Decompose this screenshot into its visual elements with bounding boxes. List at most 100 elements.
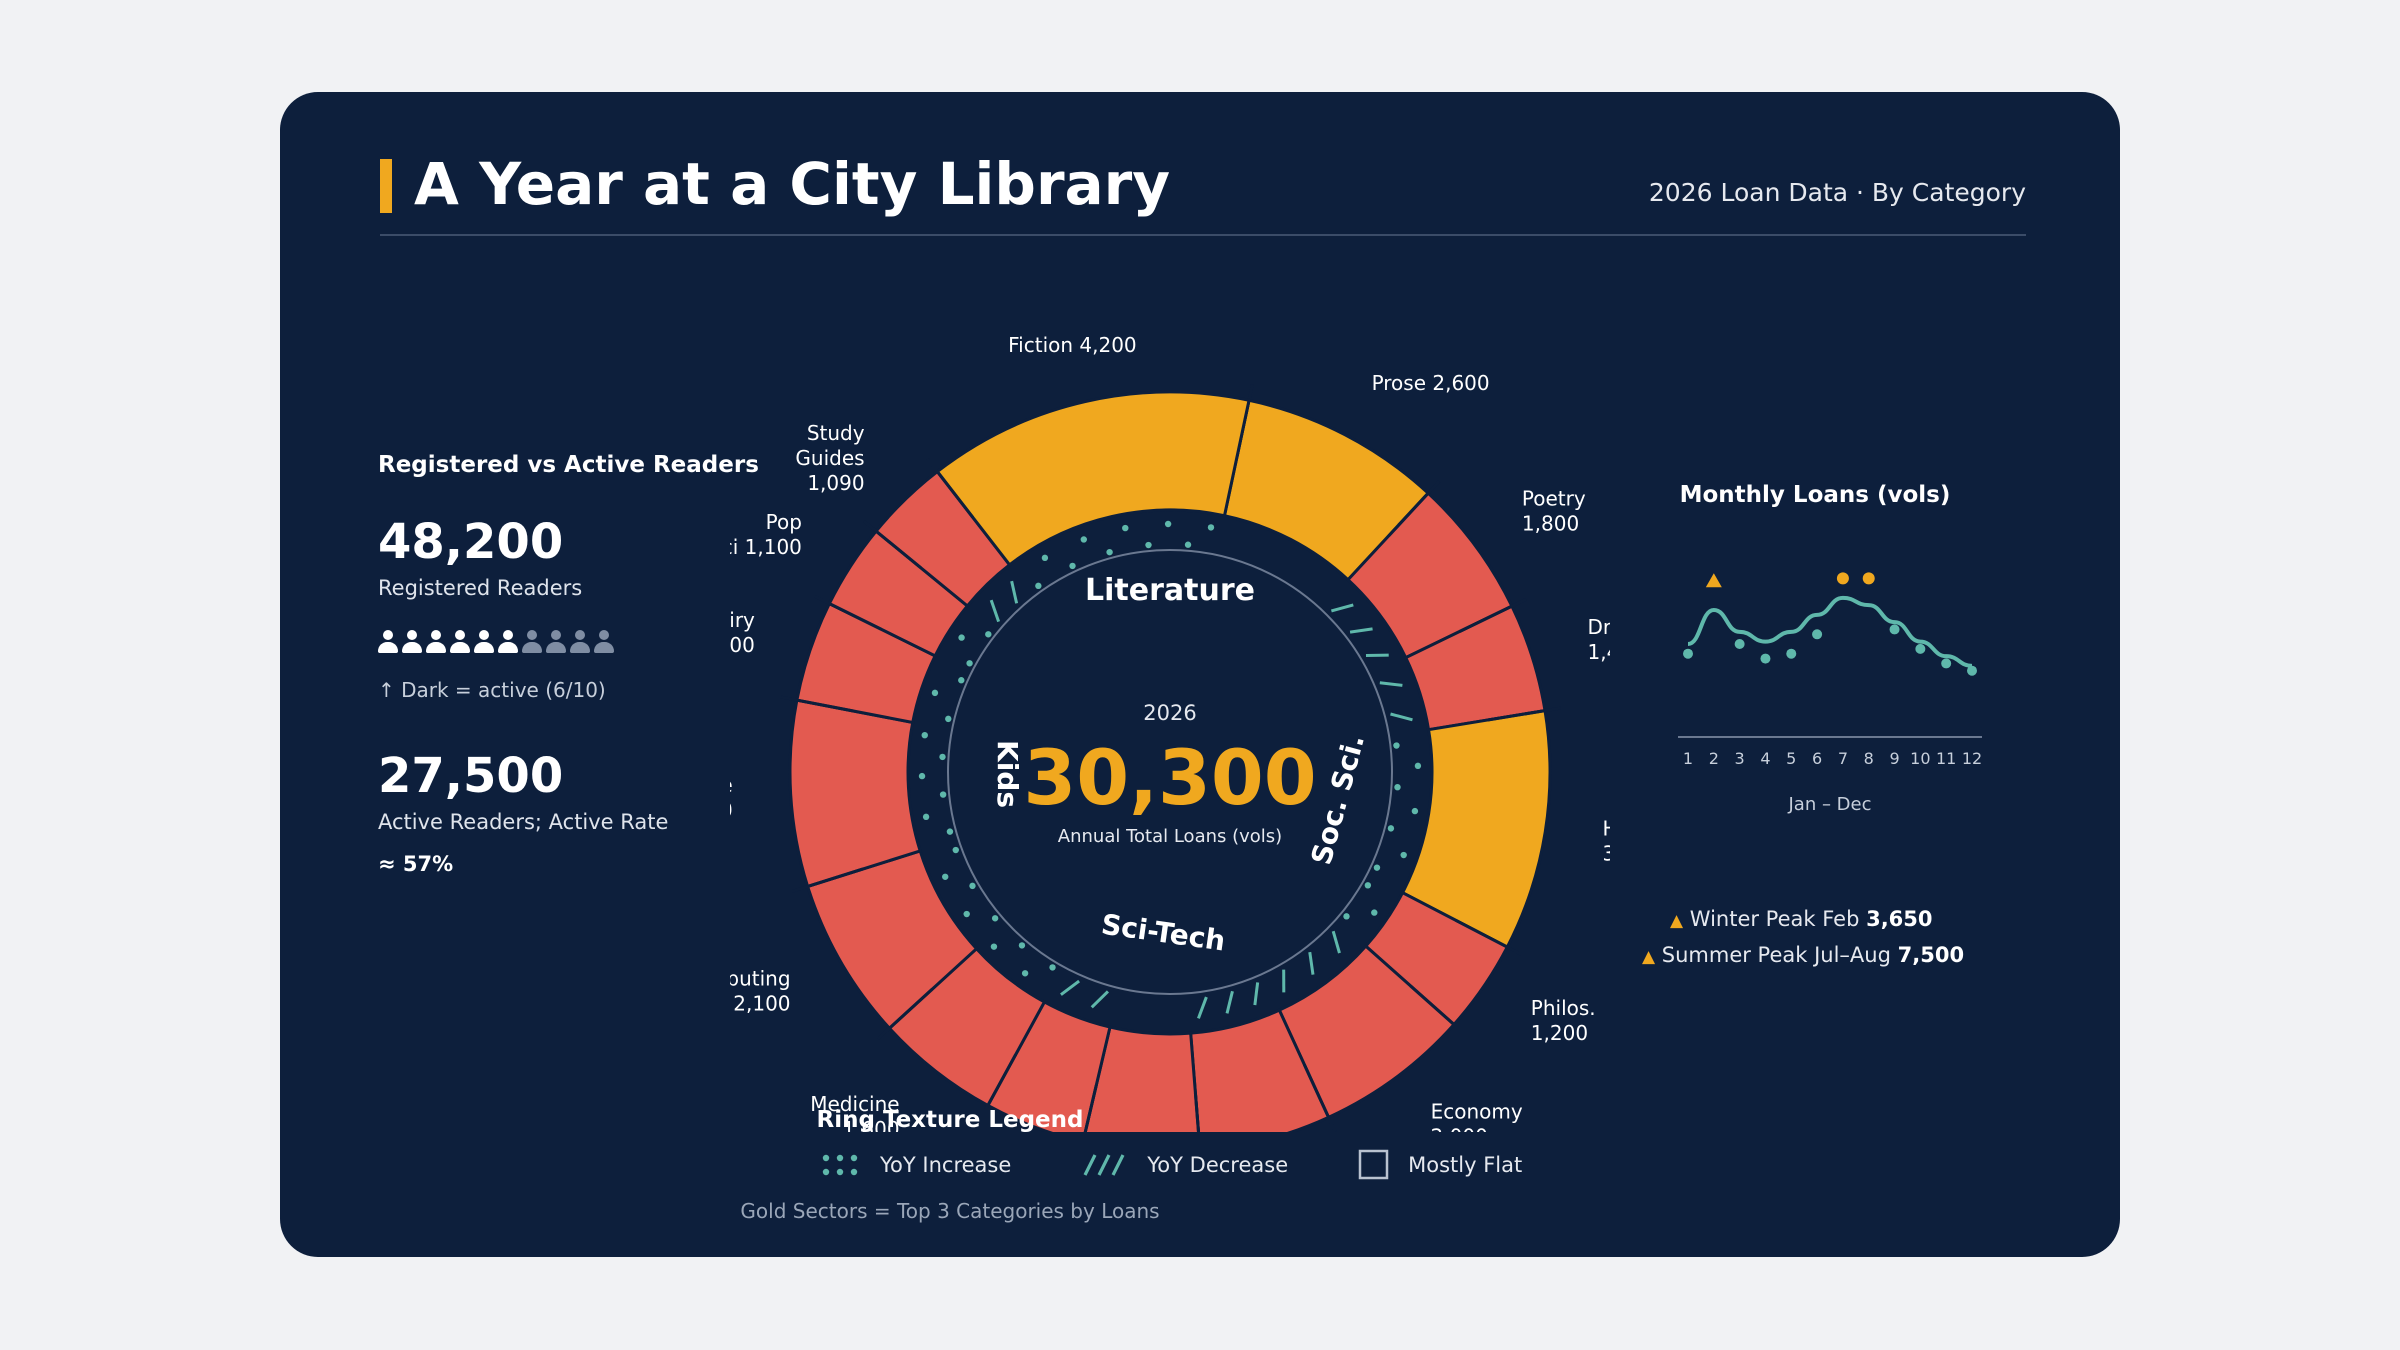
texture-slash: [1090, 990, 1109, 1009]
slice-label-history: History3,100: [1603, 817, 1610, 866]
reader-icon: [450, 630, 470, 654]
donut-slice-picture-books: [788, 698, 923, 889]
slice-divider: [926, 457, 975, 519]
month-tick-4: 4: [1760, 749, 1770, 768]
texture-dot: [969, 882, 976, 890]
texture-slash: [1349, 627, 1373, 634]
texture-dot: [1021, 970, 1029, 977]
texture-dot: [939, 791, 947, 798]
registered-readers-value: 48,200: [378, 514, 564, 570]
month-tick-11: 11: [1936, 749, 1956, 768]
legend-decrease-label: YoY Decrease: [1147, 1153, 1289, 1177]
winter-peak-value: 3,650: [1866, 907, 1933, 931]
texture-dot: [1080, 536, 1087, 543]
monthly-point-11: [1941, 658, 1952, 669]
texture-dot: [1184, 541, 1192, 548]
reader-icon: [426, 630, 446, 654]
texture-dot: [1373, 864, 1381, 871]
monthly-point-6: [1812, 629, 1823, 640]
texture-dot: [931, 689, 939, 697]
reader-icon: [378, 630, 398, 654]
texture-dot: [966, 660, 973, 667]
reader-icon: [570, 630, 590, 654]
center-total: 30,300: [1023, 733, 1316, 822]
slice-divider: [791, 867, 864, 893]
texture-dot: [1414, 762, 1422, 770]
slice-label-philos: Philos. 1,200: [1531, 996, 1596, 1045]
texture-dot: [1018, 942, 1026, 949]
square-outline-icon: [1358, 1149, 1389, 1180]
slice-divider: [1487, 706, 1562, 722]
monthly-point-10: [1915, 643, 1926, 654]
active-readers-value: 27,500: [378, 748, 564, 804]
active-readers-label: Active Readers; Active Rate: [378, 810, 669, 834]
peak-marker-2: [1705, 573, 1722, 588]
slice-divider: [1455, 918, 1523, 956]
reader-icons: [378, 630, 738, 654]
texture-slash: [1330, 603, 1354, 613]
page-title: A Year at a City Library: [414, 150, 1171, 218]
slice-divider: [1459, 597, 1527, 633]
peak-notes: ▲ Winter Peak Feb 3,650 ▲ Summer Peak Ju…: [1642, 907, 2090, 979]
texture-dot: [1035, 582, 1042, 590]
slice-label-prose: Prose 2,600: [1372, 371, 1490, 395]
texture-dot: [921, 731, 928, 739]
texture-dot: [1145, 541, 1152, 549]
slice-divider: [780, 695, 855, 713]
group-label-sci-tech: Sci-Tech: [1099, 908, 1227, 958]
monthly-point-7: [1836, 572, 1849, 585]
legend-items: YoY Increase YoY Decrease Mostly Flat: [820, 1149, 1522, 1181]
texture-dot: [958, 677, 965, 684]
legend-flat-label: Mostly Flat: [1408, 1153, 1523, 1177]
texture-dot: [922, 813, 930, 821]
texture-dot: [942, 873, 949, 880]
reader-icon: [594, 630, 614, 654]
slice-label-medicine: Medicine 1,600: [810, 1092, 899, 1132]
slice-label-study-guides: Study Guides 1,090: [795, 421, 864, 495]
month-tick-3: 3: [1735, 749, 1745, 768]
texture-dot: [985, 631, 992, 638]
monthly-trend-line: [1687, 595, 1973, 668]
slice-divider: [814, 595, 883, 631]
month-tick-6: 6: [1812, 749, 1822, 768]
slice-divider: [876, 988, 934, 1041]
texture-dot: [990, 943, 998, 950]
month-tick-7: 7: [1838, 749, 1848, 768]
month-tick-12: 12: [1962, 749, 1982, 768]
donut-slice-law: [1189, 1008, 1331, 1132]
texture-dot: [1364, 882, 1372, 889]
slice-label-poetry: Poetry 1,800: [1522, 487, 1586, 536]
page-subtitle: 2026 Loan Data · By Category: [1648, 178, 2026, 207]
texture-slash: [1253, 982, 1260, 1006]
readers-heading: Registered vs Active Readers: [378, 452, 759, 478]
donut-slice-fiction: [935, 390, 1251, 567]
readers-panel: Registered vs Active Readers 48,200 Regi…: [378, 452, 759, 876]
texture-dot: [946, 828, 954, 835]
summer-peak-note: ▲ Summer Peak Jul–Aug 7,500: [1642, 943, 2090, 967]
monthly-point-8: [1862, 572, 1875, 585]
monthly-point-3: [1734, 639, 1745, 649]
texture-slash: [1331, 930, 1341, 954]
texture-dot: [939, 753, 946, 761]
legend-title: Ring Texture Legend: [816, 1107, 1084, 1133]
gold-triangle-icon: ▲: [1670, 911, 1684, 931]
texture-dot: [1394, 783, 1401, 791]
reader-icon: [474, 630, 494, 654]
texture-slash: [1390, 712, 1413, 722]
slice-divider: [1303, 1063, 1337, 1132]
legend-increase-label: YoY Increase: [880, 1153, 1012, 1177]
texture-dot: [991, 915, 999, 922]
reader-icon: [402, 630, 422, 654]
texture-dot: [1049, 964, 1056, 971]
texture-dot: [958, 634, 965, 641]
slice-label-picture-books: PictureBooks 2,400: [730, 773, 733, 822]
group-label-literature: Literature: [1085, 573, 1255, 608]
texture-dot: [952, 846, 959, 854]
texture-slash: [1308, 951, 1315, 975]
texture-dot: [963, 910, 970, 918]
center-year: 2026: [1143, 701, 1196, 725]
active-rate: ≈ 57%: [378, 852, 454, 876]
slice-label-economy: Economy2,000: [1431, 1100, 1523, 1132]
summer-peak-label: Summer Peak Jul–Aug: [1661, 943, 1891, 967]
